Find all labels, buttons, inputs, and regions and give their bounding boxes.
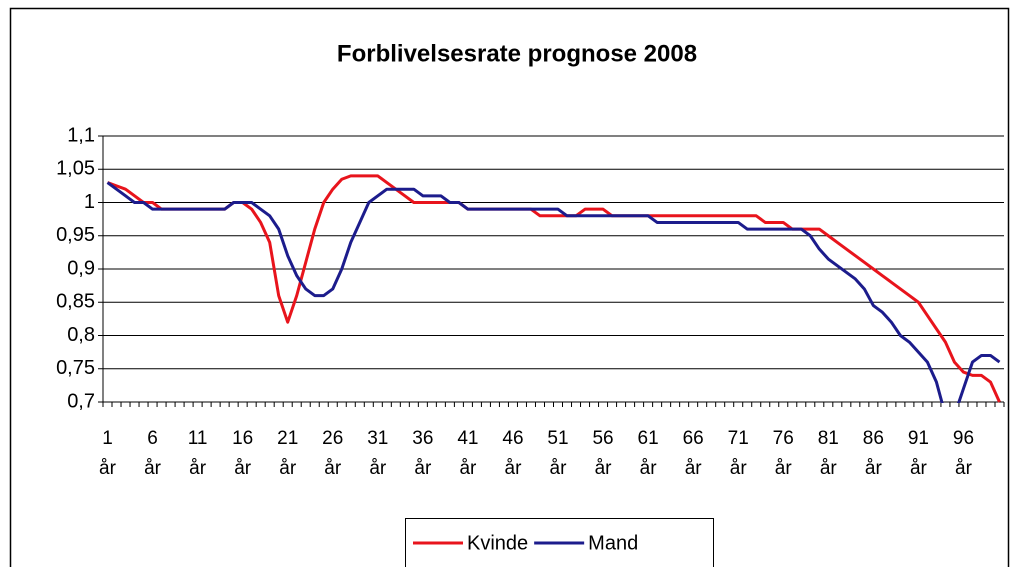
x-tick-label: 71 år (727, 428, 749, 479)
y-tick-label: 0,95 (56, 224, 95, 246)
x-tick-label: 81 år (817, 428, 839, 479)
x-tick-label: 21 år (277, 428, 299, 479)
y-tick-label: 0,9 (67, 257, 95, 279)
x-tick-label: 66 år (682, 428, 704, 479)
x-tick-label: 61 år (637, 428, 659, 479)
x-tick-label: 76 år (772, 428, 794, 479)
y-tick-label: 1,1 (67, 124, 95, 146)
x-tick-label: 26 år (322, 428, 344, 479)
x-tick-label: 16 år (232, 428, 254, 479)
y-tick-label: 0,8 (67, 324, 95, 346)
x-tick-label: 91 år (907, 428, 929, 479)
y-tick-label: 1 (84, 191, 95, 213)
data-line (106, 181, 1001, 403)
x-tick-label: 41 år (457, 428, 479, 479)
chart-title: Forblivelsesrate prognose 2008 (337, 40, 697, 67)
data-line (106, 174, 1001, 403)
legend-label: Kvinde (467, 532, 528, 554)
y-tick-label: 0,85 (56, 291, 95, 313)
y-tick-label: 0,7 (67, 390, 95, 412)
y-tick-label: 0,75 (56, 357, 95, 379)
x-tick-label: 51 år (547, 428, 569, 479)
y-tick-label: 1,05 (56, 158, 95, 180)
x-tick-label: 96 år (952, 428, 975, 479)
x-tick-label: 46 år (502, 428, 524, 479)
chart-frame (9, 7, 1010, 567)
x-tick-label: 56 år (592, 428, 614, 479)
plot-area (106, 174, 1001, 403)
x-tick-label: 1 år (99, 428, 116, 479)
legend-label: Mand (588, 532, 638, 554)
x-tick-label: 31 år (367, 428, 389, 479)
x-tick-label: 6 år (144, 428, 161, 479)
x-tick-label: 36 år (412, 428, 434, 479)
x-tick-label: 86 år (862, 428, 884, 479)
x-tick-label: 11 år (187, 428, 208, 479)
